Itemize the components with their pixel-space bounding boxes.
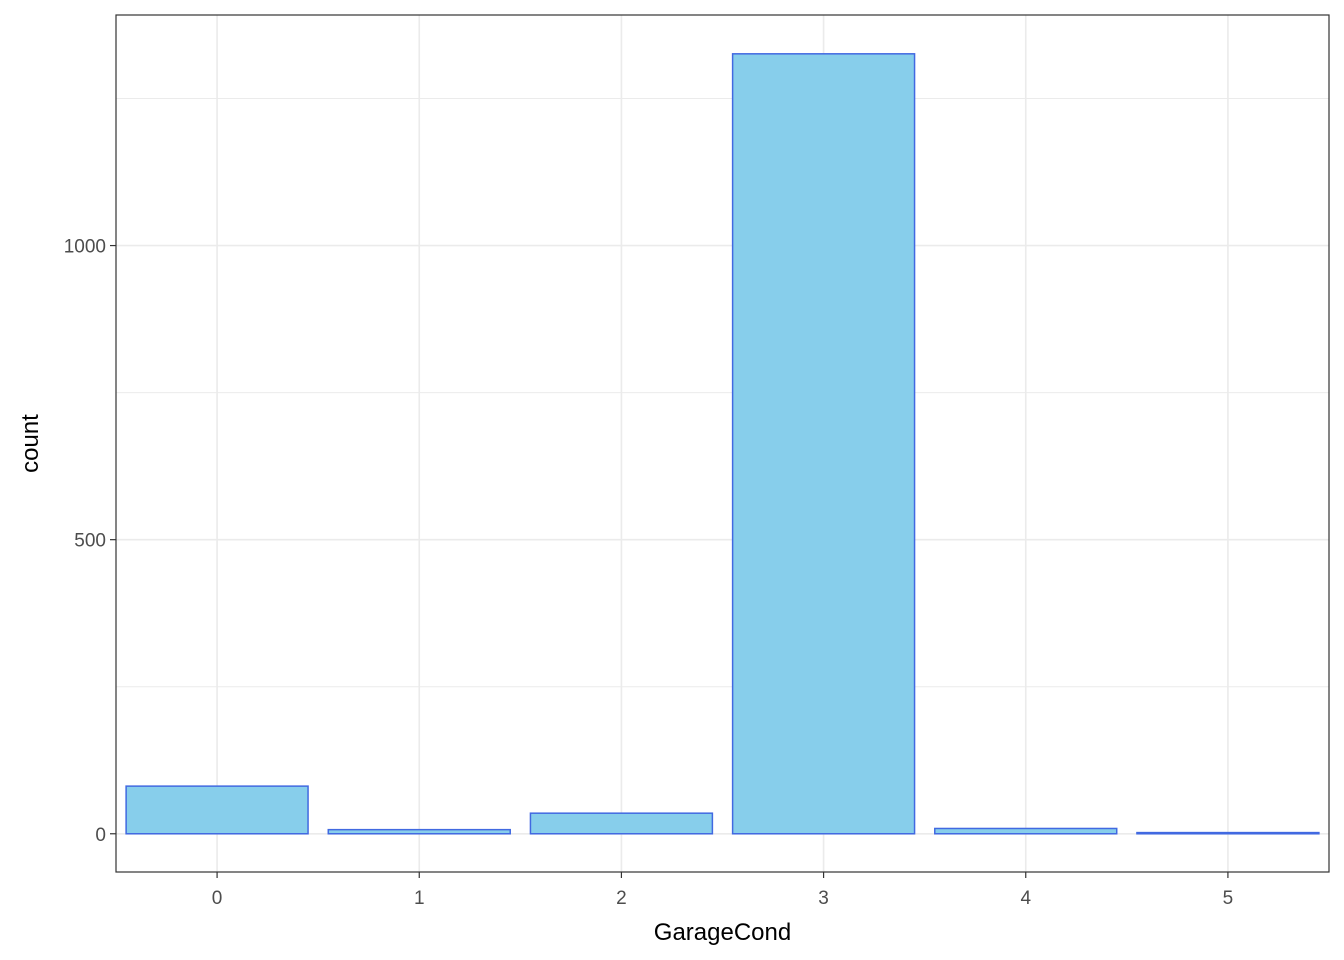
x-tick-label: 1 bbox=[414, 888, 425, 909]
bar-2 bbox=[529, 812, 714, 835]
x-axis-title: GarageCond bbox=[654, 919, 791, 946]
x-tick-label: 4 bbox=[1020, 888, 1031, 909]
bar-0 bbox=[125, 785, 309, 835]
x-tick-label: 3 bbox=[818, 888, 829, 909]
x-tick-label: 0 bbox=[212, 888, 223, 909]
x-axis: 0 1 2 3 4 5 bbox=[212, 872, 1233, 909]
x-tick-label: 2 bbox=[616, 888, 627, 909]
x-tick-label: 5 bbox=[1223, 888, 1234, 909]
y-tick-label: 0 bbox=[95, 825, 106, 846]
y-axis: 0 500 1000 bbox=[64, 237, 116, 846]
panel-border bbox=[115, 14, 1330, 873]
bar-1 bbox=[327, 828, 511, 835]
y-axis-title: count bbox=[17, 414, 44, 473]
bar-5 bbox=[1136, 831, 1320, 835]
y-tick-label: 500 bbox=[74, 531, 106, 552]
bar-3 bbox=[731, 53, 916, 835]
y-tick-label: 1000 bbox=[64, 237, 106, 258]
minor-gridlines bbox=[116, 98, 1329, 688]
bar-4 bbox=[934, 827, 1118, 835]
bars bbox=[125, 53, 1320, 835]
